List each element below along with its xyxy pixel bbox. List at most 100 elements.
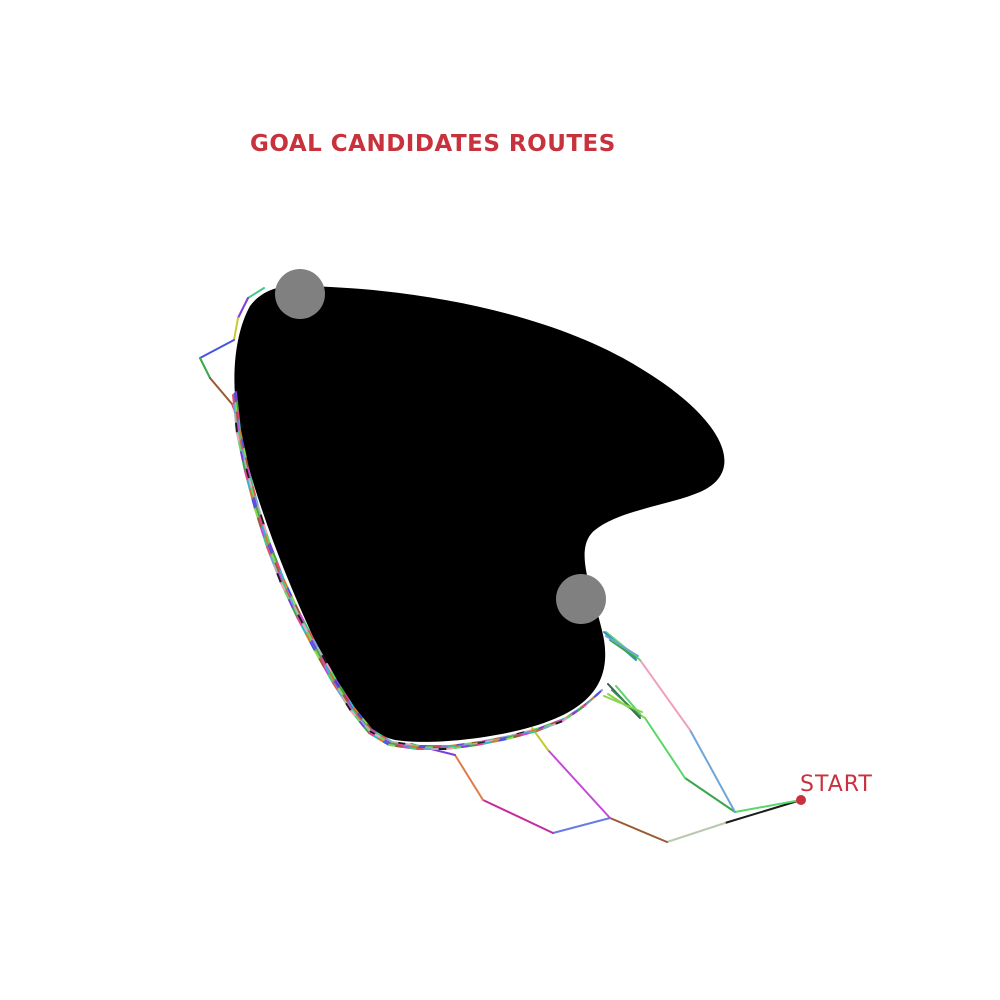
route-segment	[351, 708, 358, 716]
route-segment	[235, 411, 239, 423]
route-segment	[300, 624, 307, 635]
route-segment	[247, 287, 265, 299]
route-segment	[494, 736, 504, 740]
obstacle-shape	[234, 285, 725, 742]
route-segment	[509, 733, 519, 737]
routes-group	[199, 287, 802, 843]
route-segment	[486, 738, 496, 742]
route-segment	[242, 460, 246, 472]
route-segment	[239, 440, 244, 452]
route-segment	[360, 719, 367, 727]
route-segment	[241, 449, 246, 461]
route-segment	[347, 701, 354, 711]
route-segment	[233, 392, 237, 404]
route-segment	[321, 655, 328, 665]
route-segment	[303, 621, 310, 632]
route-segment	[246, 479, 251, 491]
route-segment	[239, 429, 243, 441]
route-segment	[446, 747, 456, 750]
route-segment	[666, 822, 726, 843]
route-segment	[342, 694, 349, 704]
route-segment	[284, 590, 290, 601]
route-segment	[365, 725, 372, 733]
route-segment	[266, 533, 271, 545]
route-segment	[243, 459, 248, 471]
map-title: GOAL CANDIDATES ROUTES	[250, 131, 616, 157]
route-segment	[326, 663, 333, 673]
route-segment	[402, 746, 411, 749]
route-segment	[266, 546, 272, 557]
route-segment	[516, 731, 526, 735]
route-segment	[287, 587, 293, 598]
route-segment	[257, 505, 262, 517]
route-segment	[398, 742, 407, 745]
route-segment	[501, 735, 511, 739]
goal-candidate-marker	[556, 574, 606, 624]
route-segment	[562, 716, 569, 722]
route-segment	[396, 743, 406, 747]
route-segment	[506, 736, 516, 740]
route-segment	[236, 421, 240, 433]
route-segment	[341, 696, 348, 705]
route-segment	[639, 659, 691, 731]
route-segment	[549, 722, 558, 727]
route-segment	[492, 738, 502, 742]
route-segment	[245, 457, 249, 469]
route-segment	[236, 432, 240, 444]
route-segment	[449, 744, 459, 747]
route-segment	[572, 709, 579, 715]
route-segment	[260, 527, 265, 539]
route-segment	[500, 736, 510, 740]
route-segment	[363, 726, 370, 734]
route-segment	[263, 524, 268, 536]
route-segment	[724, 799, 802, 824]
route-segment	[644, 717, 686, 779]
route-segment	[247, 467, 252, 479]
route-segment	[464, 742, 474, 745]
route-segment	[276, 573, 282, 584]
route-segment	[264, 535, 270, 547]
route-segment	[476, 742, 486, 746]
route-segment	[455, 744, 465, 748]
route-segment	[332, 682, 339, 691]
route-segment	[299, 613, 306, 624]
route-segment	[354, 715, 361, 723]
route-segment	[357, 712, 364, 720]
route-segment	[389, 742, 399, 746]
route-segment	[315, 648, 322, 659]
route-segment	[209, 377, 233, 405]
route-segment	[250, 487, 255, 499]
route-segment	[235, 391, 238, 403]
route-segment	[348, 700, 355, 709]
route-segment	[254, 495, 259, 507]
route-segment	[391, 741, 400, 744]
route-segment	[317, 647, 324, 657]
goal-candidate-marker	[275, 269, 325, 319]
route-segment	[366, 723, 373, 731]
route-segment	[253, 497, 258, 509]
route-segment	[412, 744, 421, 747]
route-segment	[359, 721, 366, 729]
route-segment	[302, 623, 309, 634]
route-segment	[498, 738, 508, 742]
route-segment	[507, 734, 517, 739]
route-segment	[292, 607, 298, 618]
route-segment	[271, 553, 277, 565]
route-segment	[279, 570, 285, 581]
route-segment	[689, 729, 736, 813]
route-segment	[327, 674, 334, 684]
start-marker	[796, 795, 806, 805]
route-segment	[461, 745, 471, 748]
route-segment	[447, 745, 457, 749]
route-segment	[521, 732, 531, 736]
route-segment	[199, 357, 211, 379]
route-segment	[323, 666, 330, 676]
route-segment	[344, 693, 351, 702]
route-segment	[734, 799, 802, 813]
route-segment	[283, 579, 289, 590]
route-segment	[241, 438, 245, 450]
route-segment	[324, 664, 331, 675]
route-segment	[330, 671, 337, 681]
